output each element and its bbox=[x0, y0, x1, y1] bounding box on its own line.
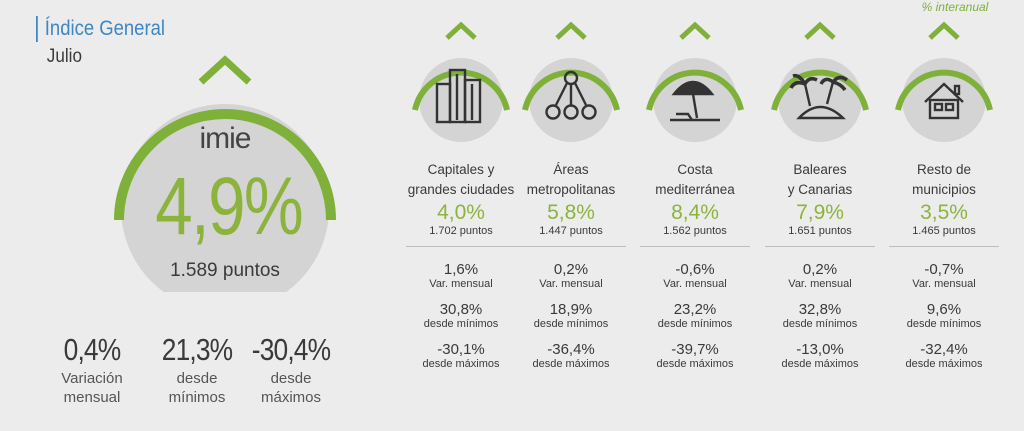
divider bbox=[406, 246, 516, 247]
region-gauge bbox=[646, 21, 744, 142]
var-mensual-label: Var. mensual bbox=[429, 278, 493, 290]
max-value: -13,0% bbox=[796, 341, 844, 358]
region-gauge bbox=[412, 21, 510, 142]
house-icon bbox=[924, 82, 964, 120]
header: Índice General Julio bbox=[36, 16, 183, 68]
main-gauge-arc bbox=[114, 109, 336, 221]
main-index-value: 4,9% bbox=[155, 161, 303, 252]
divider bbox=[889, 246, 999, 247]
imie-logo: imie bbox=[199, 122, 251, 155]
region-points: 1.447 puntos bbox=[539, 225, 603, 237]
stat-value: 0,4% bbox=[63, 332, 122, 367]
var-mensual-value: -0,6% bbox=[675, 261, 715, 278]
stat-label-line1: desde bbox=[176, 370, 218, 387]
region-name: Costa mediterránea bbox=[655, 162, 735, 197]
min-value: 32,8% bbox=[798, 301, 842, 318]
var-mensual-value: 0,2% bbox=[553, 261, 589, 278]
var-mensual-value: -0,7% bbox=[924, 261, 964, 278]
var-mensual-value: 0,2% bbox=[802, 261, 838, 278]
region-points: 1.562 puntos bbox=[663, 225, 727, 237]
min-label: desde mínimos bbox=[657, 318, 733, 330]
stat-desde-maximos: -30,4% desde máximos bbox=[241, 332, 341, 406]
page-title: Índice General bbox=[36, 16, 165, 42]
max-label: desde máximos bbox=[781, 358, 859, 370]
buildings-icon bbox=[435, 68, 482, 124]
region-value: 8,4% bbox=[671, 201, 719, 224]
region-value: 7,9% bbox=[796, 201, 844, 224]
main-gauge bbox=[114, 55, 336, 292]
region-column-costa: Costa mediterránea 8,4% 1.562 puntos -0,6… bbox=[640, 14, 750, 381]
region-column-areas: Áreas metropolitanas 5,8% 1.447 puntos 0,… bbox=[516, 14, 626, 381]
max-value: -30,1% bbox=[437, 341, 485, 358]
max-label: desde máximos bbox=[422, 358, 500, 370]
region-points: 1.651 puntos bbox=[788, 225, 852, 237]
region-column-baleares: Baleares y Canarias 7,9% 1.651 puntos 0,2… bbox=[765, 14, 875, 381]
main-index-points: 1.589 puntos bbox=[170, 260, 280, 281]
region-name: Baleares y Canarias bbox=[787, 162, 853, 197]
max-value: -39,7% bbox=[671, 341, 719, 358]
var-mensual-label: Var. mensual bbox=[539, 278, 603, 290]
network-icon bbox=[545, 70, 597, 120]
var-mensual-value: 1,6% bbox=[443, 261, 479, 278]
region-points: 1.465 puntos bbox=[912, 225, 976, 237]
region-column-capitales: Capitales y grandes ciudades 4,0% 1.702 p… bbox=[406, 14, 516, 381]
max-label: desde máximos bbox=[532, 358, 610, 370]
up-chevron-icon bbox=[679, 21, 711, 40]
min-label: desde mínimos bbox=[782, 318, 858, 330]
region-points: 1.702 puntos bbox=[429, 225, 493, 237]
up-chevron-icon bbox=[928, 21, 960, 40]
min-label: desde mínimos bbox=[906, 318, 982, 330]
divider bbox=[516, 246, 626, 247]
max-value: -36,4% bbox=[547, 341, 595, 358]
var-mensual-label: Var. mensual bbox=[912, 278, 976, 290]
region-value: 4,0% bbox=[437, 201, 485, 224]
up-chevron-icon bbox=[445, 21, 477, 40]
min-value: 9,6% bbox=[926, 301, 962, 318]
region-value: 5,8% bbox=[547, 201, 595, 224]
min-value: 18,9% bbox=[549, 301, 593, 318]
main-gauge-circle bbox=[121, 104, 329, 292]
stat-label-line2: mínimos bbox=[168, 389, 226, 406]
divider bbox=[640, 246, 750, 247]
min-label: desde mínimos bbox=[533, 318, 609, 330]
var-mensual-label: Var. mensual bbox=[663, 278, 727, 290]
divider bbox=[765, 246, 875, 247]
min-label: desde mínimos bbox=[423, 318, 499, 330]
region-value: 3,5% bbox=[920, 201, 968, 224]
stat-variacion-mensual: 0,4% Variación mensual bbox=[42, 332, 142, 406]
page-subtitle: Julio bbox=[46, 46, 82, 67]
max-label: desde máximos bbox=[656, 358, 734, 370]
up-chevron-icon bbox=[804, 21, 836, 40]
up-chevron-icon bbox=[555, 21, 587, 40]
min-value: 23,2% bbox=[673, 301, 717, 318]
interannual-note: % interanual bbox=[921, 0, 989, 14]
stat-label-line1: desde bbox=[270, 370, 312, 387]
region-name: Resto de municipios bbox=[912, 162, 976, 197]
region-gauge bbox=[522, 21, 620, 142]
max-value: -32,4% bbox=[920, 341, 968, 358]
stat-label-line2: mensual bbox=[63, 389, 121, 406]
region-name: Capitales y grandes ciudades bbox=[407, 162, 515, 197]
region-name: Áreas metropolitanas bbox=[526, 162, 616, 197]
stat-value: -30,4% bbox=[251, 332, 331, 367]
var-mensual-label: Var. mensual bbox=[788, 278, 852, 290]
stat-value: 21,3% bbox=[161, 332, 233, 367]
region-column-resto: Resto de municipios 3,5% 1.465 puntos -0,… bbox=[889, 14, 999, 381]
stat-desde-minimos: 21,3% desde mínimos bbox=[147, 332, 247, 406]
max-label: desde máximos bbox=[905, 358, 983, 370]
beach-umbrella-icon bbox=[670, 80, 720, 122]
min-value: 30,8% bbox=[439, 301, 483, 318]
stat-label-line1: Variación bbox=[61, 370, 123, 387]
region-gauge bbox=[895, 21, 993, 142]
up-chevron-icon bbox=[198, 55, 252, 85]
region-gauge bbox=[771, 21, 869, 142]
stat-label-line2: máximos bbox=[260, 389, 321, 406]
island-icon bbox=[789, 73, 849, 120]
